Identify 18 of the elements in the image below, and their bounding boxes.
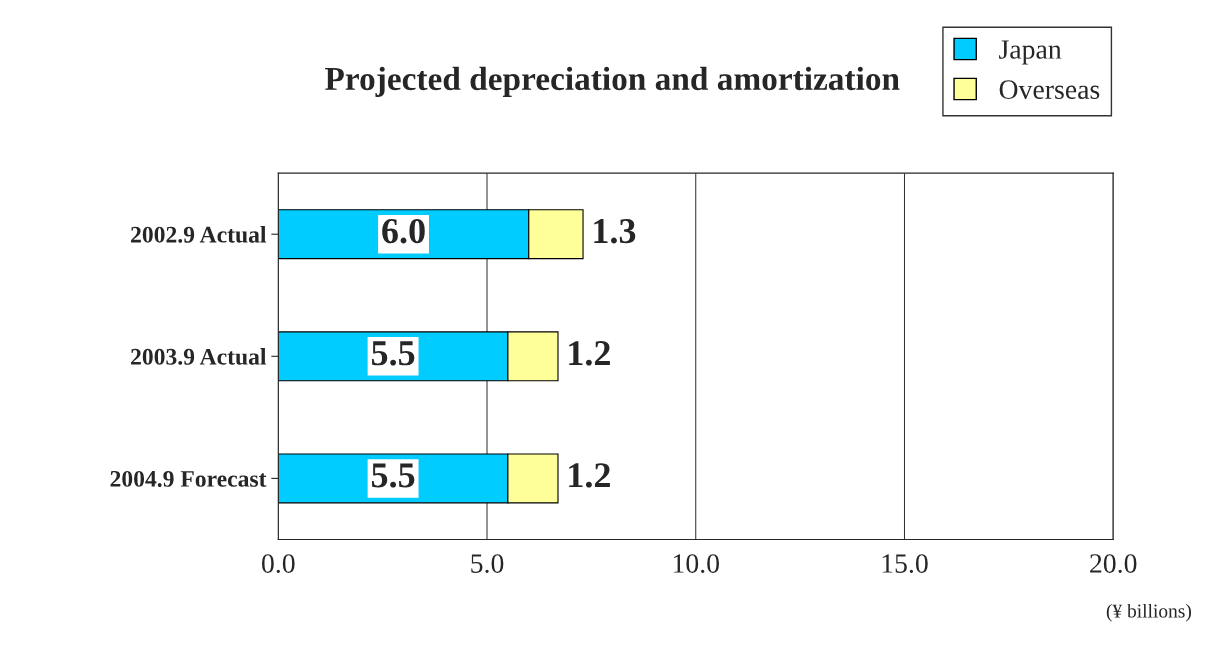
- data-label: 1.3: [594, 218, 636, 244]
- x-tick-label: 5.0: [471, 554, 504, 574]
- x-tick-label: 15.0: [882, 554, 928, 574]
- y-tick-label: 2004.9 Forecast: [110, 470, 267, 487]
- data-label: 5.5: [371, 341, 415, 366]
- x-tick-label: 10.0: [673, 554, 719, 574]
- data-label: 1.2: [569, 463, 610, 488]
- x-tick-label: 20.0: [1090, 554, 1137, 574]
- legend-label: Overseas: [999, 80, 1100, 99]
- y-tick-label: 2002.9 Actual: [131, 226, 267, 243]
- y-tick-label: 2003.9 Actual: [131, 348, 267, 365]
- legend-label: Japan: [999, 40, 1062, 65]
- data-label: 1.2: [569, 341, 610, 366]
- data-label: 5.5: [371, 463, 415, 488]
- data-label: 6.0: [382, 218, 425, 244]
- text: (¥ billions): [1106, 603, 1191, 622]
- x-tick-label: 0.0: [262, 554, 295, 574]
- chart-title: Projected depreciation and amortization: [325, 66, 900, 97]
